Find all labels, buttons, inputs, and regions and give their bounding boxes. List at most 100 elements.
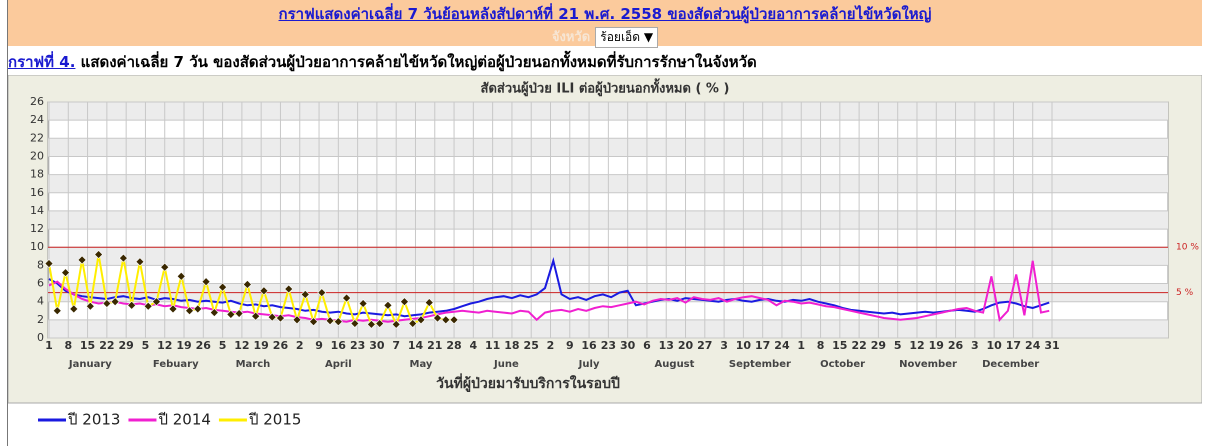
x-tick-label: 2 bbox=[547, 339, 555, 352]
month-label: October bbox=[820, 359, 865, 370]
month-label: January bbox=[68, 359, 112, 370]
y-tick-label: 24 bbox=[30, 113, 44, 126]
data-point bbox=[118, 253, 128, 263]
month-label: September bbox=[729, 359, 791, 370]
x-tick-label: 15 bbox=[832, 339, 847, 352]
x-tick-label: 4 bbox=[470, 339, 478, 352]
x-tick-label: 10 bbox=[986, 339, 1002, 352]
data-point bbox=[209, 308, 219, 318]
x-tick-label: 18 bbox=[504, 339, 519, 352]
data-point bbox=[226, 309, 236, 319]
x-tick-label: 27 bbox=[697, 339, 712, 352]
x-tick-label: 19 bbox=[254, 339, 269, 352]
month-label: March bbox=[236, 359, 271, 370]
x-tick-label: 9 bbox=[566, 339, 574, 352]
data-point bbox=[160, 262, 170, 272]
x-tick-label: 8 bbox=[817, 339, 825, 352]
data-point bbox=[333, 317, 343, 327]
chart: สัดส่วนผู้ป่วย ILI ต่อผู้ป่วยนอกทั้งหมด … bbox=[8, 75, 1202, 429]
y-tick-label: 4 bbox=[37, 295, 44, 308]
x-tick-label: 19 bbox=[176, 339, 191, 352]
x-tick-label: 7 bbox=[392, 339, 400, 352]
x-tick-label: 3 bbox=[720, 339, 728, 352]
x-tick-label: 22 bbox=[99, 339, 114, 352]
legend-label: ปี 2015 bbox=[248, 411, 301, 429]
data-point bbox=[259, 286, 269, 296]
month-label: November bbox=[899, 359, 957, 370]
data-point bbox=[102, 299, 112, 308]
x-tick-label: 12 bbox=[909, 339, 924, 352]
x-tick-label: 22 bbox=[851, 339, 866, 352]
y-tick-label: 20 bbox=[30, 149, 44, 162]
x-tick-label: 24 bbox=[1025, 339, 1041, 352]
y-tick-label: 26 bbox=[30, 95, 44, 108]
data-point bbox=[441, 315, 451, 325]
y-tick-label: 14 bbox=[30, 204, 44, 217]
x-tick-label: 6 bbox=[643, 339, 651, 352]
y-tick-label: 16 bbox=[30, 186, 44, 199]
data-point bbox=[300, 290, 310, 299]
month-label: May bbox=[410, 359, 433, 370]
x-tick-label: 1 bbox=[797, 339, 805, 352]
data-point bbox=[201, 277, 211, 287]
data-point bbox=[234, 309, 244, 318]
province-select[interactable]: ร้อยเอ็ด ▼ bbox=[595, 27, 659, 48]
province-value: ร้อยเอ็ด bbox=[600, 30, 641, 44]
data-point bbox=[193, 304, 203, 314]
x-tick-label: 5 bbox=[142, 339, 150, 352]
month-label: December bbox=[982, 359, 1039, 370]
x-tick-label: 24 bbox=[774, 339, 790, 352]
x-tick-label: 25 bbox=[524, 339, 539, 352]
x-tick-label: 17 bbox=[755, 339, 770, 352]
data-point bbox=[358, 299, 368, 308]
data-point bbox=[52, 306, 62, 316]
data-point bbox=[135, 257, 145, 267]
x-tick-label: 13 bbox=[659, 339, 674, 352]
y-tick-label: 0 bbox=[37, 331, 44, 344]
x-tick-label: 11 bbox=[485, 339, 500, 352]
x-tick-label: 20 bbox=[678, 339, 694, 352]
legend-label: ปี 2014 bbox=[158, 411, 211, 429]
x-tick-label: 1 bbox=[45, 339, 53, 352]
data-point bbox=[127, 300, 137, 310]
province-label: จังหวัด bbox=[551, 30, 591, 45]
legend-label: ปี 2013 bbox=[67, 411, 120, 429]
data-point bbox=[251, 311, 261, 321]
y-tick-label: 8 bbox=[37, 258, 44, 271]
x-tick-label: 17 bbox=[1006, 339, 1021, 352]
data-point bbox=[143, 301, 153, 311]
chart-title: สัดส่วนผู้ป่วย ILI ต่อผู้ป่วยนอกทั้งหมด … bbox=[481, 78, 730, 97]
data-point bbox=[400, 297, 409, 307]
month-label: July bbox=[578, 359, 600, 370]
data-point bbox=[242, 280, 252, 289]
month-label: June bbox=[493, 359, 519, 370]
data-point bbox=[185, 306, 194, 316]
x-tick-label: 26 bbox=[948, 339, 964, 352]
data-point bbox=[375, 319, 385, 328]
x-tick-label: 5 bbox=[219, 339, 227, 352]
y-tick-label: 18 bbox=[30, 168, 44, 181]
data-point bbox=[342, 293, 352, 303]
reference-label: 5 % bbox=[1176, 288, 1194, 298]
caption-text: แสดงค่าเฉลี่ย 7 วัน ของสัดส่วนผู้ป่วยอาก… bbox=[75, 53, 757, 71]
x-tick-label: 8 bbox=[64, 339, 72, 352]
page-title[interactable]: กราฟแสดงค่าเฉลี่ย 7 วันย้อนหลังสัปดาห์ที… bbox=[278, 5, 932, 23]
data-point bbox=[267, 312, 277, 322]
series-line bbox=[48, 257, 1050, 318]
y-tick-label: 12 bbox=[30, 222, 44, 235]
data-point bbox=[44, 259, 54, 268]
data-point bbox=[424, 298, 434, 308]
x-tick-label: 26 bbox=[273, 339, 289, 352]
data-point bbox=[85, 301, 95, 311]
x-tick-label: 16 bbox=[581, 339, 597, 352]
x-tick-label: 12 bbox=[157, 339, 172, 352]
data-point bbox=[449, 315, 459, 325]
data-point bbox=[61, 268, 70, 278]
month-label: April bbox=[325, 359, 352, 370]
caption-link[interactable]: กราฟที่ 4. bbox=[8, 53, 76, 71]
data-point bbox=[408, 319, 418, 328]
x-tick-label: 26 bbox=[196, 339, 212, 352]
x-tick-label: 14 bbox=[408, 339, 424, 352]
data-point bbox=[416, 315, 426, 325]
